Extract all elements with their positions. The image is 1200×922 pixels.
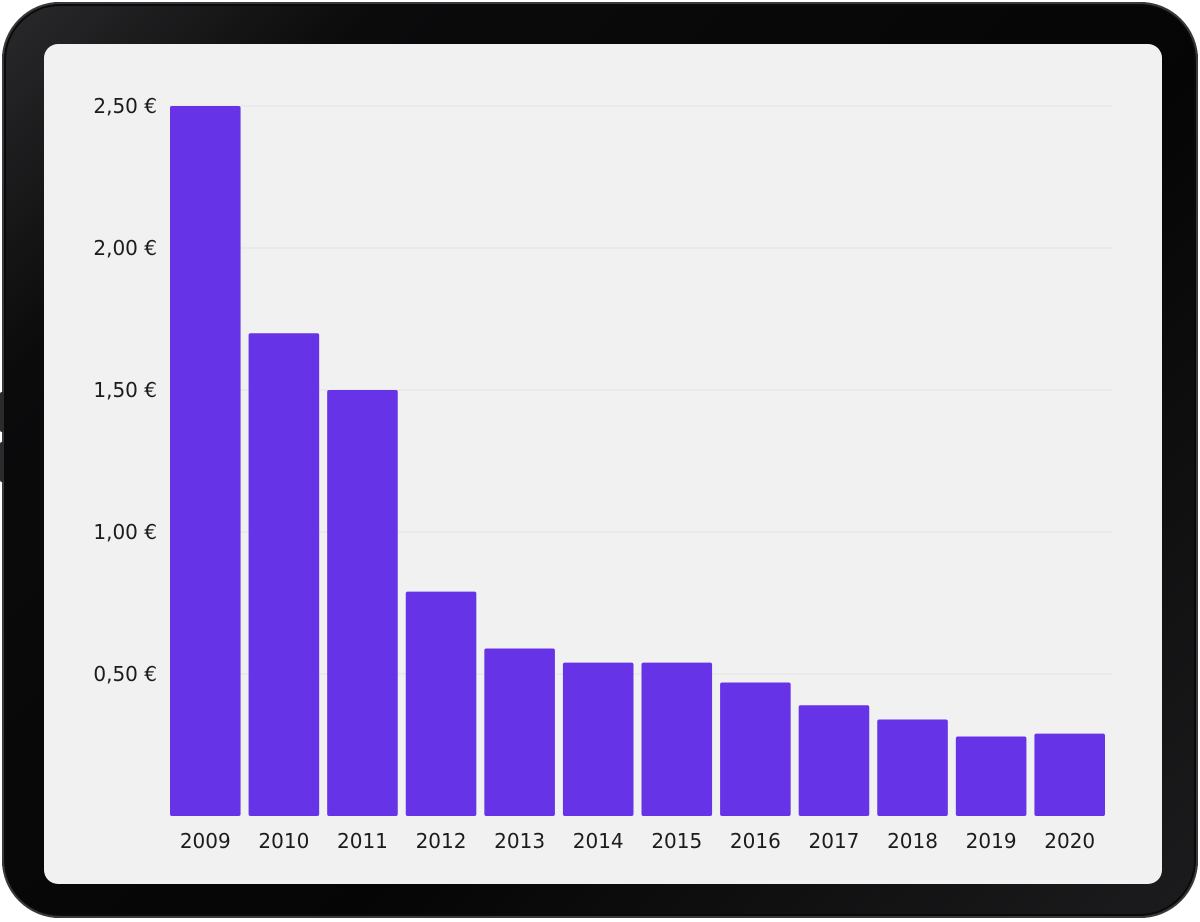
x-tick-label: 2011 — [337, 829, 388, 853]
x-tick-label: 2012 — [416, 829, 467, 853]
y-axis-ticks: 0,50 € 1,00 € 1,50 € 2,00 € 2,50 € — [93, 94, 157, 686]
x-tick-label: 2014 — [573, 829, 624, 853]
x-tick-label: 2010 — [258, 829, 309, 853]
y-tick-label: 2,00 € — [93, 236, 157, 260]
x-tick-label: 2015 — [651, 829, 702, 853]
bar-2014 — [562, 662, 634, 816]
bar-chart: 0,50 €1,00 €1,50 €2,00 €2,50 € 2009 2010 2… — [93, 94, 1112, 853]
bar-2019 — [955, 736, 1027, 816]
x-tick-label: 2017 — [809, 829, 860, 853]
y-tick-label: 0,50 € — [93, 662, 157, 686]
bar-2009 — [170, 106, 241, 816]
volume-button — [0, 392, 4, 432]
bar-2010 — [248, 333, 320, 816]
bar-2016 — [720, 682, 791, 816]
y-tick-label: 1,00 € — [93, 520, 157, 544]
bar-2013 — [484, 648, 555, 816]
bar-2020 — [1034, 733, 1105, 816]
x-tick-label: 2019 — [966, 829, 1017, 853]
x-tick-label: 2018 — [887, 829, 938, 853]
y-tick-label: 2,50 € — [93, 94, 157, 118]
bar-2018 — [877, 719, 948, 816]
x-axis-ticks: 2009 2010 2011 2012 2013 2014 2015 2016 2017 2018… — [180, 829, 1095, 853]
bar-2015 — [641, 662, 713, 816]
x-tick-label: 2020 — [1044, 829, 1095, 853]
bar-2012 — [405, 591, 477, 816]
y-tick-label: 1,50 € — [93, 378, 157, 402]
volume-button — [0, 442, 4, 482]
x-tick-label: 2016 — [730, 829, 781, 853]
x-tick-label: 2013 — [494, 829, 545, 853]
bars — [170, 106, 1105, 816]
grid — [169, 105, 1112, 675]
bar-2011 — [327, 390, 398, 816]
tablet-screen: 0,50 €1,00 €1,50 €2,00 €2,50 € 2009 2010 2… — [44, 44, 1162, 884]
bar-2017 — [798, 705, 870, 816]
x-tick-label: 2009 — [180, 829, 231, 853]
